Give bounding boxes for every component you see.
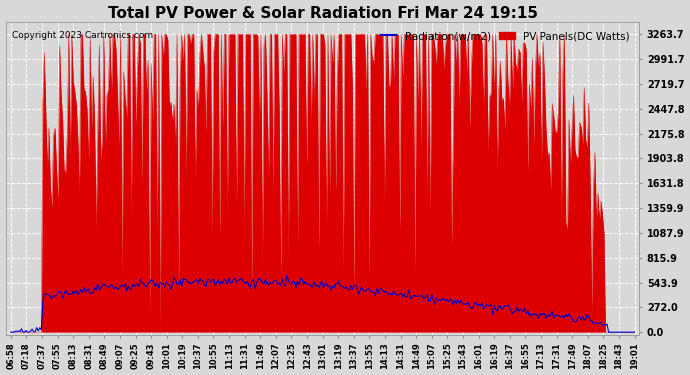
Text: Copyright 2023 Cartronics.com: Copyright 2023 Cartronics.com <box>12 31 154 40</box>
Title: Total PV Power & Solar Radiation Fri Mar 24 19:15: Total PV Power & Solar Radiation Fri Mar… <box>108 6 538 21</box>
Legend: Radiation(w/m2), PV Panels(DC Watts): Radiation(w/m2), PV Panels(DC Watts) <box>377 27 634 45</box>
